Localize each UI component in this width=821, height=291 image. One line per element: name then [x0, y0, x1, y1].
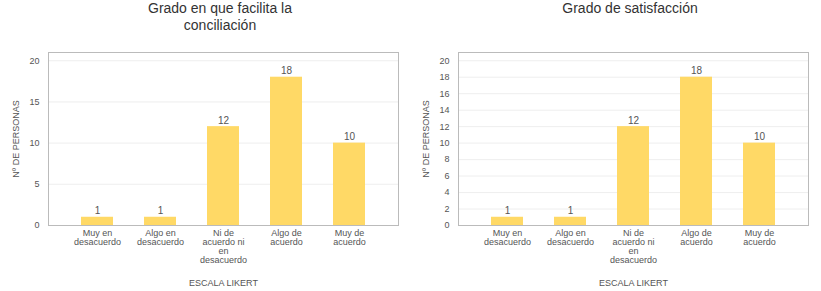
svg-text:0: 0 [34, 220, 39, 230]
svg-text:Algo deacuerdo: Algo deacuerdo [680, 228, 713, 247]
html-text:Grado de satisfacción: Grado de satisfacción [562, 0, 698, 16]
svg-text:Nº DE PERSONAS: Nº DE PERSONAS [11, 100, 21, 177]
svg-text:10: 10 [439, 138, 449, 148]
svg-text:Muy deacuerdo: Muy deacuerdo [743, 228, 776, 247]
svg-text:10: 10 [754, 131, 766, 142]
svg-text:Ni deacuerdo niendesacuerdo: Ni deacuerdo niendesacuerdo [200, 228, 247, 265]
svg-text:6: 6 [444, 171, 449, 181]
svg-text:0: 0 [444, 220, 449, 230]
svg-text:1: 1 [158, 205, 164, 216]
svg-text:16: 16 [439, 89, 449, 99]
svg-text:18: 18 [281, 65, 293, 76]
svg-text:Algo endesacuerdo: Algo endesacuerdo [137, 228, 184, 247]
svg-text:5: 5 [34, 179, 39, 189]
svg-text:2: 2 [444, 204, 449, 214]
svg-text:20: 20 [439, 56, 449, 66]
svg-text:1: 1 [505, 205, 511, 216]
svg-text:18: 18 [439, 72, 449, 82]
svg-text:18: 18 [691, 65, 703, 76]
svg-text:8: 8 [444, 154, 449, 164]
html-text:Grado en que facilita la conci: Grado en que facilita la conciliación [148, 0, 292, 33]
svg-text:1: 1 [95, 205, 101, 216]
svg-text:20: 20 [29, 56, 39, 66]
svg-text:Muy endesacuerdo: Muy endesacuerdo [74, 228, 121, 247]
svg-text:Nº DE PERSONAS: Nº DE PERSONAS [421, 100, 431, 177]
svg-text:12: 12 [218, 115, 230, 126]
svg-text:ESCALA LIKERT: ESCALA LIKERT [189, 278, 258, 288]
svg-text:Muy deacuerdo: Muy deacuerdo [333, 228, 366, 247]
svg-text:12: 12 [628, 115, 640, 126]
svg-text:Ni deacuerdo niendesacuerdo: Ni deacuerdo niendesacuerdo [610, 228, 657, 265]
svg-text:14: 14 [439, 105, 449, 115]
svg-text:10: 10 [344, 131, 356, 142]
svg-text:1: 1 [568, 205, 574, 216]
svg-text:10: 10 [29, 138, 39, 148]
svg-text:4: 4 [444, 187, 449, 197]
svg-text:15: 15 [29, 97, 39, 107]
svg-text:Algo deacuerdo: Algo deacuerdo [270, 228, 303, 247]
svg-text:ESCALA LIKERT: ESCALA LIKERT [599, 278, 668, 288]
svg-text:Muy endesacuerdo: Muy endesacuerdo [484, 228, 531, 247]
svg-text:12: 12 [439, 122, 449, 132]
svg-text:Algo endesacuerdo: Algo endesacuerdo [547, 228, 594, 247]
